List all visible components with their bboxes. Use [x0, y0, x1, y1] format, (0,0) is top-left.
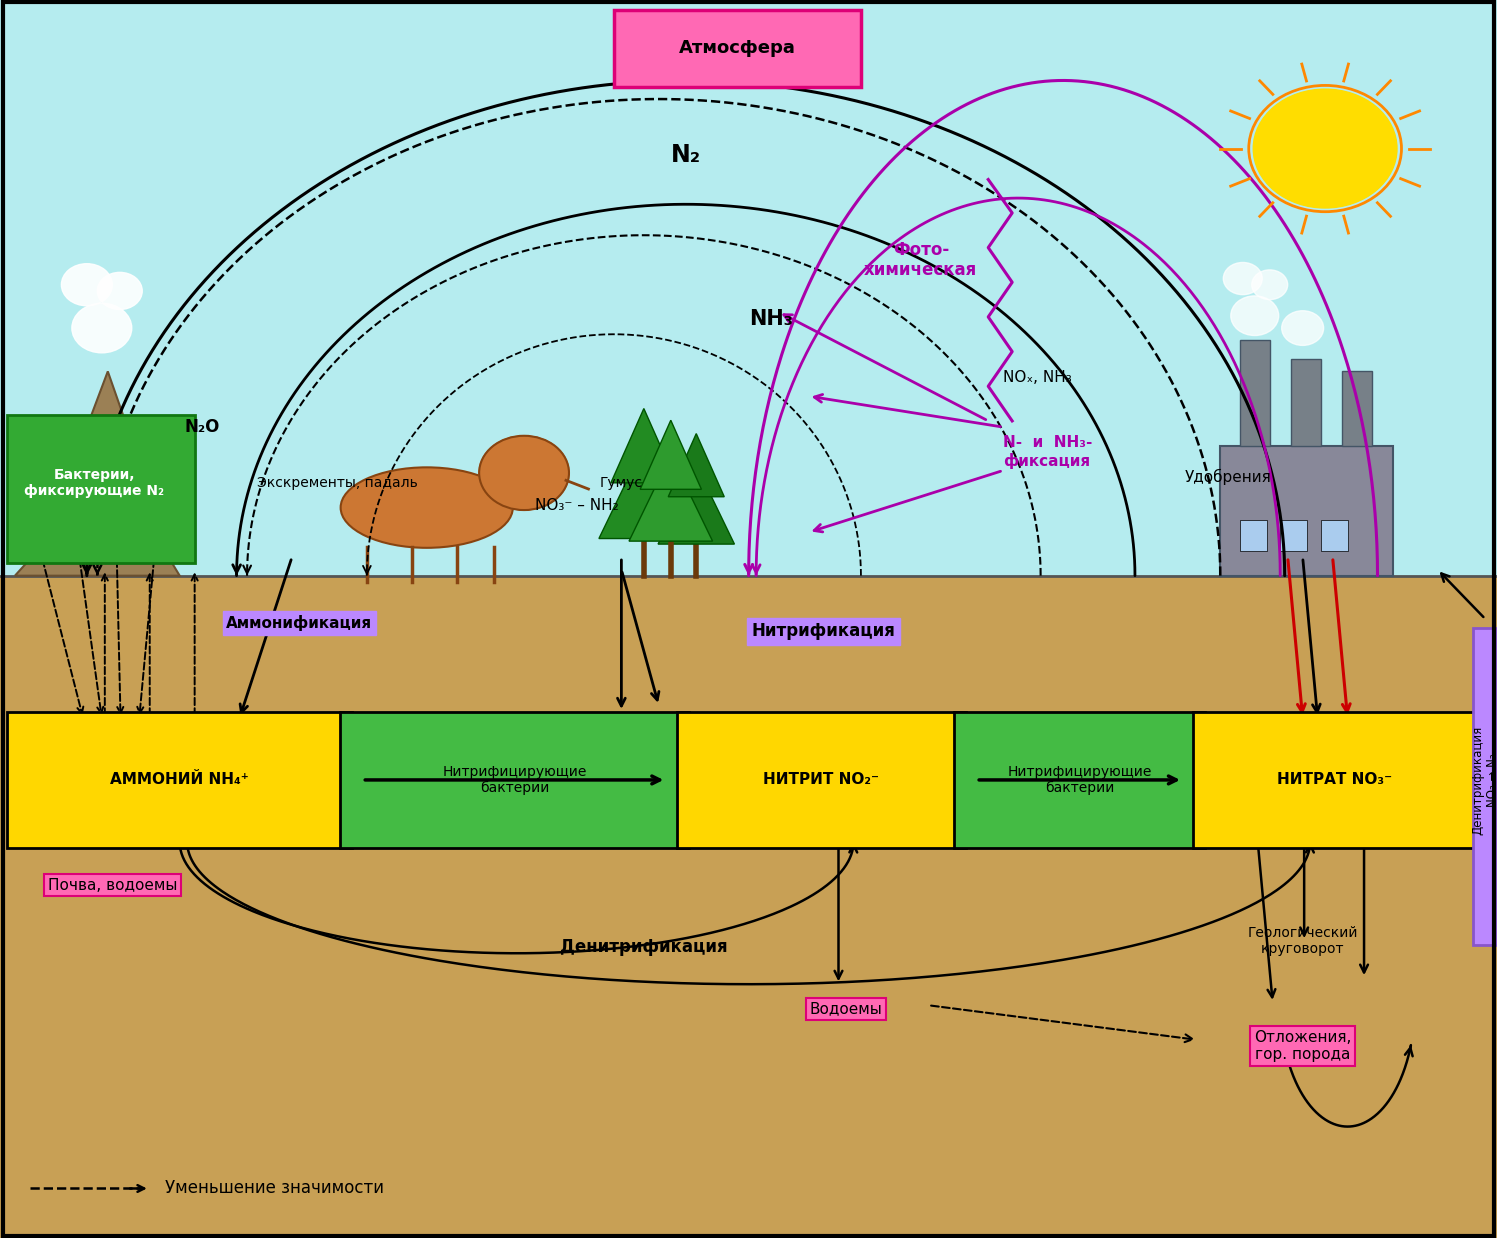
Circle shape [1223, 262, 1262, 295]
Bar [1290, 359, 1320, 446]
Polygon shape [658, 465, 734, 545]
FancyBboxPatch shape [8, 415, 195, 563]
FancyBboxPatch shape [954, 712, 1205, 848]
Polygon shape [611, 409, 677, 483]
Ellipse shape [341, 467, 512, 547]
Text: Удобрения: Удобрения [1185, 468, 1271, 485]
Text: Денитрификация
NO₃ → N₂: Денитрификация NO₃ → N₂ [1472, 725, 1499, 834]
Text: Нитрификация: Нитрификация [751, 623, 895, 640]
Text: Гумус: Гумус [599, 475, 643, 490]
Polygon shape [668, 433, 724, 496]
FancyBboxPatch shape [614, 10, 861, 87]
Bar [1280, 520, 1307, 551]
Circle shape [1251, 270, 1287, 300]
Text: Нитрифицирующие
бактерии: Нитрифицирующие бактерии [1008, 765, 1152, 795]
Text: N₂O: N₂O [185, 418, 219, 436]
Polygon shape [599, 446, 689, 539]
Polygon shape [15, 371, 180, 576]
Text: Атмосфера: Атмосфера [679, 40, 796, 57]
Text: Денитрификация: Денитрификация [560, 938, 727, 956]
Circle shape [72, 303, 132, 353]
FancyBboxPatch shape [339, 712, 689, 848]
Circle shape [479, 436, 569, 510]
Circle shape [1230, 296, 1278, 335]
Circle shape [1253, 89, 1397, 208]
Text: Отложения,
гор. порода: Отложения, гор. порода [1254, 1030, 1352, 1062]
Text: N-  и  NH₃-
фиксация: N- и NH₃- фиксация [1003, 435, 1092, 469]
Text: Почва, водоемы: Почва, водоемы [48, 878, 177, 893]
FancyBboxPatch shape [677, 712, 966, 848]
Circle shape [98, 272, 143, 310]
Text: NO₃⁻ – NH₂: NO₃⁻ – NH₂ [535, 498, 619, 513]
Text: АММОНИЙ NH₄⁺: АММОНИЙ NH₄⁺ [110, 773, 249, 787]
Text: Уменьшение значимости: Уменьшение значимости [165, 1180, 383, 1197]
Bar [0, 0, 1497, 576]
Text: Фото-
химическая: Фото- химическая [864, 240, 978, 280]
Bar [1239, 520, 1266, 551]
FancyBboxPatch shape [8, 712, 351, 848]
Polygon shape [629, 454, 712, 541]
Text: НИТРИТ NO₂⁻: НИТРИТ NO₂⁻ [763, 773, 879, 787]
Polygon shape [640, 420, 701, 489]
Text: Аммонификация: Аммонификация [227, 615, 372, 630]
Bar [1320, 520, 1347, 551]
Text: Геологический
круговорот: Геологический круговорот [1248, 926, 1358, 956]
Text: Нитрифицирующие
бактерии: Нитрифицирующие бактерии [442, 765, 586, 795]
Bar [1239, 340, 1269, 446]
Text: NOₓ, NH₃: NOₓ, NH₃ [1003, 370, 1072, 385]
Text: Водоемы: Водоемы [810, 1002, 882, 1016]
Bar [1341, 371, 1371, 446]
Circle shape [62, 264, 113, 306]
Circle shape [1281, 311, 1323, 345]
Text: Экскременты, падаль: Экскременты, падаль [257, 475, 418, 490]
Text: Бактерии,
фиксирующие N₂: Бактерии, фиксирующие N₂ [24, 468, 164, 498]
Text: N₂: N₂ [671, 142, 701, 167]
Bar [1220, 446, 1392, 576]
Text: НИТРАТ NO₃⁻: НИТРАТ NO₃⁻ [1277, 773, 1392, 787]
Text: NH₃: NH₃ [748, 310, 793, 329]
Bar [0, 576, 1497, 1238]
FancyBboxPatch shape [1194, 712, 1475, 848]
FancyBboxPatch shape [1473, 628, 1497, 945]
